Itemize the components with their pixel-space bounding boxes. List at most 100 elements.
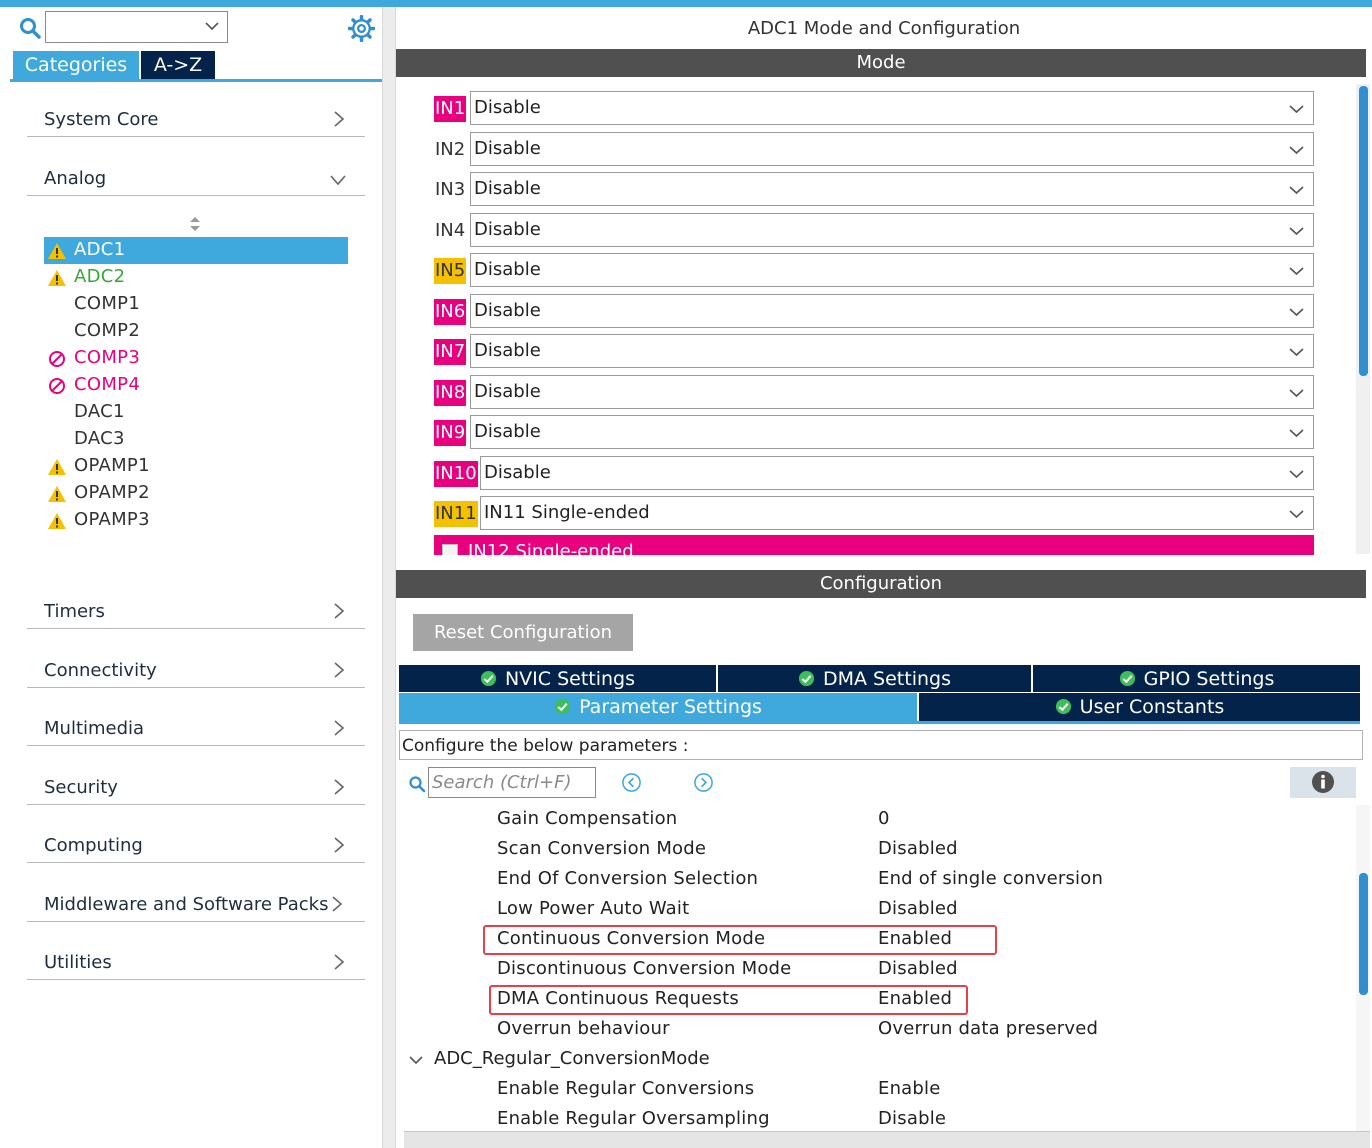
mode-select-in3[interactable]: Disable — [470, 172, 1314, 206]
mode-row-in1: IN1 Disable — [434, 91, 1314, 125]
tab-gpio-settings[interactable]: GPIO Settings — [1033, 665, 1360, 692]
parameter-value[interactable]: Disabled — [878, 958, 958, 979]
configuration-section-header: Configuration — [396, 570, 1366, 598]
peripheral-label: OPAMP2 — [74, 482, 150, 503]
in12-checkbox-row[interactable]: IN12 Single-ended — [434, 535, 1314, 555]
mode-select-in8[interactable]: Disable — [470, 374, 1314, 409]
category-timers[interactable]: Timers — [27, 599, 365, 629]
parameter-row[interactable]: Scan Conversion Mode Disabled — [396, 835, 1356, 865]
horizontal-scrollbar[interactable] — [404, 1131, 1370, 1148]
disabled-icon — [49, 378, 65, 394]
mode-scrollbar[interactable] — [1356, 84, 1370, 554]
top-accent-bar — [0, 0, 1372, 7]
disabled-icon — [49, 351, 65, 367]
parameter-value[interactable]: Enabled — [878, 988, 953, 1009]
category-security[interactable]: Security — [27, 775, 365, 805]
parameter-row[interactable]: Gain Compensation 0 — [396, 805, 1356, 835]
parameter-group-row[interactable]: ADC_Regular_ConversionMode — [396, 1045, 1356, 1075]
tab-a-to-z[interactable]: A->Z — [141, 51, 215, 79]
mode-select-in4[interactable]: Disable — [470, 212, 1314, 247]
chevron-down-icon — [1289, 307, 1304, 316]
gear-icon[interactable] — [348, 15, 375, 42]
mode-select-in5[interactable]: Disable — [470, 253, 1314, 287]
mode-row-in6: IN6 Disable — [434, 293, 1314, 328]
category-middleware[interactable]: Middleware and Software Packs — [27, 892, 365, 922]
parameter-search-input[interactable]: Search (Ctrl+F) — [428, 767, 596, 798]
mode-select-in11[interactable]: IN11 Single-ended — [480, 496, 1314, 530]
peripheral-opamp2[interactable]: OPAMP2 — [44, 480, 348, 507]
parameter-scrollbar-thumb[interactable] — [1359, 873, 1368, 995]
parameter-row[interactable]: Enable Regular Oversampling Disable — [396, 1105, 1356, 1131]
panel-splitter[interactable] — [382, 7, 396, 1148]
parameter-value[interactable]: Disabled — [878, 898, 958, 919]
parameter-value[interactable]: End of single conversion — [878, 868, 1104, 889]
reset-configuration-button[interactable]: Reset Configuration — [413, 614, 633, 651]
parameter-row[interactable]: Continuous Conversion Mode Enabled — [396, 925, 1356, 955]
parameter-row[interactable]: DMA Continuous Requests Enabled — [396, 985, 1356, 1015]
mode-scrollbar-thumb[interactable] — [1359, 86, 1368, 376]
parameter-name: Scan Conversion Mode — [497, 838, 707, 859]
parameter-value[interactable]: Overrun data preserved — [878, 1018, 1099, 1039]
tab-label: DMA Settings — [823, 668, 951, 690]
mode-select-in9[interactable]: Disable — [470, 415, 1314, 449]
info-button[interactable] — [1290, 767, 1356, 798]
category-label: Analog — [44, 168, 107, 189]
tab-label: GPIO Settings — [1143, 668, 1275, 690]
in12-checkbox[interactable] — [442, 544, 458, 555]
parameter-value[interactable]: 0 — [878, 808, 890, 829]
tab-user-constants[interactable]: User Constants — [919, 693, 1360, 721]
parameter-value[interactable]: Disable — [878, 1108, 947, 1129]
tab-parameter-settings[interactable]: Parameter Settings — [399, 693, 917, 721]
peripheral-dac3[interactable]: DAC3 — [44, 426, 348, 453]
parameter-row[interactable]: Low Power Auto Wait Disabled — [396, 895, 1356, 925]
tab-dma-settings[interactable]: DMA Settings — [718, 665, 1031, 692]
parameter-row[interactable]: Discontinuous Conversion Mode Disabled — [396, 955, 1356, 985]
peripheral-comp2[interactable]: COMP2 — [44, 318, 348, 345]
search-combobox[interactable] — [45, 11, 228, 43]
peripheral-opamp1[interactable]: OPAMP1 — [44, 453, 348, 480]
category-multimedia[interactable]: Multimedia — [27, 716, 365, 746]
mode-select-in1[interactable]: Disable — [470, 91, 1314, 125]
parameter-row[interactable]: Enable Regular Conversions Enable — [396, 1075, 1356, 1105]
mode-row-in3: IN3 Disable — [434, 172, 1314, 206]
mode-row-in10: IN10 Disable — [434, 455, 1314, 490]
category-utilities[interactable]: Utilities — [27, 950, 365, 980]
peripheral-adc1[interactable]: ADC1 — [44, 237, 348, 264]
warning-icon — [48, 513, 66, 529]
category-system-core[interactable]: System Core — [27, 107, 365, 137]
sort-icon[interactable] — [189, 215, 201, 233]
category-analog[interactable]: Analog — [27, 166, 365, 196]
peripheral-opamp3[interactable]: OPAMP3 — [44, 507, 348, 534]
peripheral-dac1[interactable]: DAC1 — [44, 399, 348, 426]
peripheral-adc2[interactable]: ADC2 — [44, 264, 348, 291]
chevron-right-icon — [334, 720, 345, 736]
parameter-value[interactable]: Disabled — [878, 838, 958, 859]
search-icon — [409, 776, 426, 793]
peripheral-label: ADC2 — [74, 266, 126, 287]
parameter-value[interactable]: Enable — [878, 1078, 941, 1099]
mode-select-in10[interactable]: Disable — [480, 455, 1314, 490]
parameter-value[interactable]: Enabled — [878, 928, 953, 949]
parameter-row[interactable]: End Of Conversion Selection End of single… — [396, 865, 1356, 895]
tab-nvic-settings[interactable]: NVIC Settings — [399, 665, 716, 692]
peripheral-label: DAC1 — [74, 401, 125, 422]
next-match-icon[interactable] — [693, 772, 714, 793]
peripheral-comp3[interactable]: COMP3 — [44, 345, 348, 372]
tab-categories[interactable]: Categories — [13, 51, 139, 79]
chevron-down-icon[interactable] — [409, 1055, 423, 1065]
parameter-row[interactable]: Overrun behaviour Overrun data preserved — [396, 1015, 1356, 1045]
peripheral-comp4[interactable]: COMP4 — [44, 372, 348, 399]
parameter-scrollbar[interactable] — [1356, 805, 1370, 1131]
category-connectivity[interactable]: Connectivity — [27, 658, 365, 688]
peripheral-comp1[interactable]: COMP1 — [44, 291, 348, 318]
mode-select-in2[interactable]: Disable — [470, 131, 1314, 166]
warning-icon — [48, 486, 66, 502]
search-icon[interactable] — [19, 17, 41, 39]
category-computing[interactable]: Computing — [27, 833, 365, 863]
mode-select-in6[interactable]: Disable — [470, 293, 1314, 328]
previous-match-icon[interactable] — [621, 772, 642, 793]
mode-select-in7[interactable]: Disable — [470, 334, 1314, 368]
chevron-down-icon[interactable] — [205, 21, 219, 31]
pin-label: IN6 — [434, 298, 467, 325]
mode-row-in7: IN7 Disable — [434, 334, 1314, 368]
